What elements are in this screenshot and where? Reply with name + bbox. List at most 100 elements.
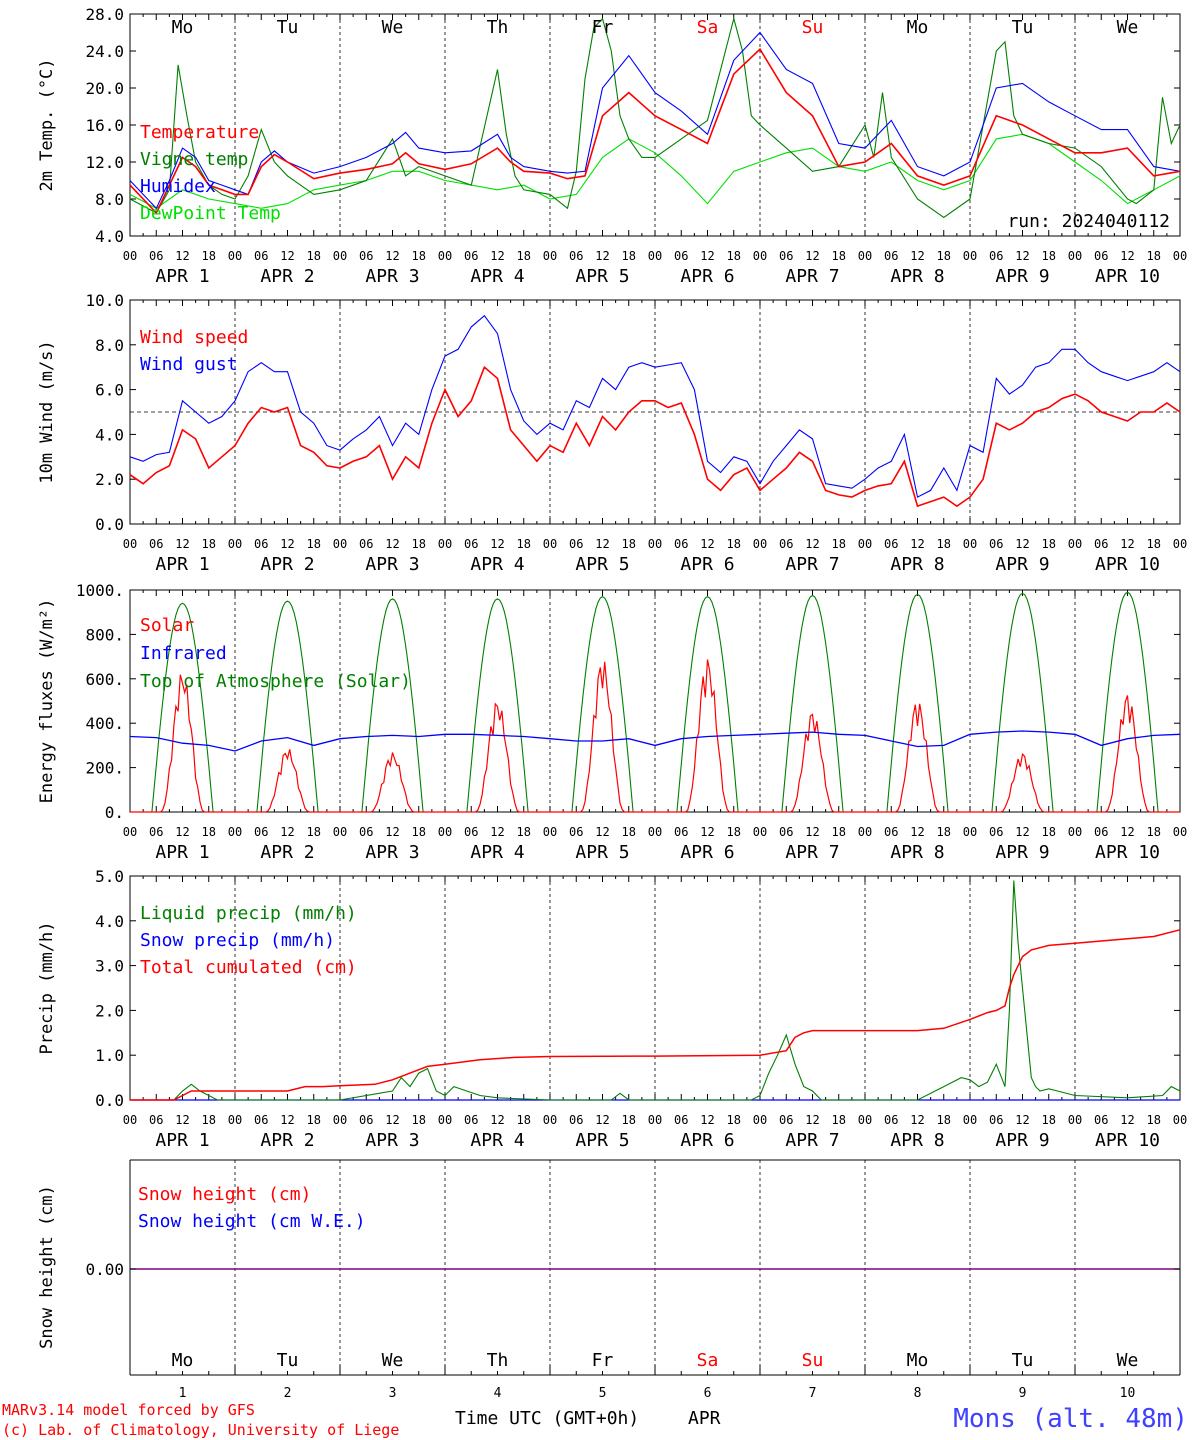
y-tick-label: 600. (85, 670, 124, 689)
y-tick-label: 6.0 (95, 381, 124, 400)
x-axis-month: APR (688, 1408, 721, 1429)
hour-tick-label: 18 (517, 1113, 531, 1127)
day-name: We (382, 17, 404, 38)
hour-tick-label: 06 (149, 537, 163, 551)
date-label: APR 9 (995, 842, 1049, 863)
hour-tick-label: 00 (963, 1113, 977, 1127)
hour-tick-label: 12 (1120, 537, 1134, 551)
legend-entry: Infrared (140, 643, 227, 664)
hour-tick-label: 00 (753, 249, 767, 263)
hour-tick-label: 12 (700, 249, 714, 263)
hour-tick-label: 12 (805, 825, 819, 839)
day-name: Sa (697, 1350, 719, 1371)
day-name: Mo (172, 17, 194, 38)
y-tick-label: 1000. (76, 581, 124, 600)
hour-tick-label: 06 (569, 249, 583, 263)
hour-tick-label: 12 (175, 825, 189, 839)
hour-tick-label: 12 (490, 537, 504, 551)
hour-tick-label: 00 (228, 249, 242, 263)
hour-tick-label: 00 (123, 537, 137, 551)
x-axis-title: Time UTC (GMT+0h) (455, 1408, 639, 1429)
hour-tick-label: 00 (333, 825, 347, 839)
hour-tick-label: 06 (674, 1113, 688, 1127)
date-label: APR 4 (470, 842, 524, 863)
hour-tick-label: 12 (385, 825, 399, 839)
hour-tick-label: 00 (1068, 1113, 1082, 1127)
hour-tick-label: 06 (254, 537, 268, 551)
y-axis-title: 2m Temp. (°C) (37, 58, 57, 191)
y-tick-label: 200. (85, 759, 124, 778)
day-name: Sa (697, 17, 719, 38)
hour-tick-label: 18 (1147, 825, 1161, 839)
hour-tick-label: 18 (727, 537, 741, 551)
hour-tick-label: 12 (700, 825, 714, 839)
hour-tick-label: 18 (1042, 825, 1056, 839)
hour-tick-label: 18 (727, 1113, 741, 1127)
hour-tick-label: 00 (123, 825, 137, 839)
legend-entry: Wind gust (140, 354, 238, 375)
hour-tick-label: 12 (175, 537, 189, 551)
hour-tick-label: 06 (149, 825, 163, 839)
hour-tick-label: 00 (228, 1113, 242, 1127)
hour-tick-label: 00 (438, 1113, 452, 1127)
hour-tick-label: 06 (1094, 825, 1108, 839)
hour-tick-label: 00 (858, 825, 872, 839)
hour-tick-label: 06 (149, 1113, 163, 1127)
hour-tick-label: 12 (700, 537, 714, 551)
hour-tick-label: 06 (779, 537, 793, 551)
run-label: run: 2024040112 (1007, 211, 1170, 232)
date-label: APR 1 (155, 266, 209, 287)
day-name: Mo (907, 17, 929, 38)
date-label: APR 2 (260, 1130, 314, 1151)
date-label: APR 5 (575, 1130, 629, 1151)
hour-tick-label: 18 (622, 249, 636, 263)
hour-tick-label: 06 (464, 1113, 478, 1127)
hour-tick-label: 12 (595, 249, 609, 263)
hour-tick-label: 00 (543, 825, 557, 839)
hour-tick-label: 12 (805, 249, 819, 263)
hour-tick-label: 06 (359, 537, 373, 551)
series-dewpoint-temp (129, 133, 1181, 209)
footer-model-credit: MARv3.14 model forced by GFS (2, 1401, 255, 1419)
hour-tick-label: 12 (805, 537, 819, 551)
hour-tick-label: 06 (779, 249, 793, 263)
day-name: Th (487, 17, 509, 38)
date-label: APR 1 (155, 554, 209, 575)
hour-tick-label: 12 (1015, 249, 1029, 263)
y-tick-label: 10.0 (85, 291, 124, 310)
date-label: APR 2 (260, 842, 314, 863)
hour-tick-label: 12 (280, 825, 294, 839)
series-total-cumulated-cm- (130, 929, 1181, 1101)
hour-tick-label: 18 (202, 1113, 216, 1127)
hour-tick-label: 12 (175, 249, 189, 263)
hour-tick-label: 18 (832, 1113, 846, 1127)
y-axis-title: Energy fluxes (W/m²) (37, 599, 57, 804)
hour-tick-label: 06 (674, 249, 688, 263)
y-axis-title: 10m Wind (m/s) (37, 340, 57, 483)
hour-tick-label: 00 (963, 537, 977, 551)
hour-tick-label: 12 (805, 1113, 819, 1127)
legend-entry: DewPoint Temp (140, 203, 281, 224)
day-name: We (382, 1350, 404, 1371)
hour-tick-label: 00 (438, 249, 452, 263)
hour-tick-label: 00 (648, 249, 662, 263)
y-axis-title: Snow height (cm) (37, 1185, 57, 1349)
y-tick-label: 5.0 (95, 867, 124, 886)
hour-tick-label: 00 (543, 1113, 557, 1127)
hour-tick-label: 06 (989, 1113, 1003, 1127)
y-tick-label: 28.0 (85, 5, 124, 24)
hour-tick-label: 18 (1147, 1113, 1161, 1127)
legend-entry: Total cumulated (cm) (140, 957, 357, 978)
legend-entry: Vigne temp (140, 149, 248, 170)
date-label: APR 4 (470, 266, 524, 287)
legend-entry: Top of Atmosphere (Solar) (140, 671, 411, 692)
y-tick-label: 0.00 (85, 1260, 124, 1279)
day-number-label: 1 (179, 1386, 187, 1401)
hour-tick-label: 18 (517, 825, 531, 839)
hour-tick-label: 12 (1120, 825, 1134, 839)
y-tick-label: 4.0 (95, 425, 124, 444)
day-number-label: 8 (914, 1386, 922, 1401)
hour-tick-label: 18 (202, 825, 216, 839)
hour-tick-label: 12 (280, 537, 294, 551)
hour-tick-label: 00 (543, 249, 557, 263)
